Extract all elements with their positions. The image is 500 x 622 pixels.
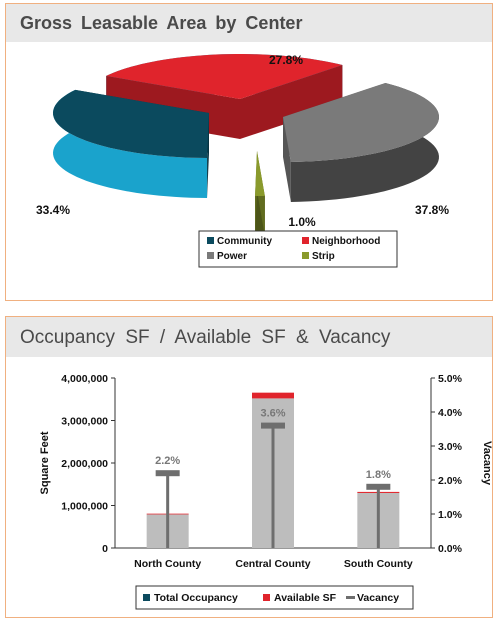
pie-slice-top: [53, 89, 210, 158]
y-tick-label: 3,000,000: [61, 416, 108, 428]
bar-available-sf: [252, 392, 294, 399]
gla-pie-chart: 33.4% 27.8% 37.8% 1.0% Community Neighborhood…: [36, 53, 449, 268]
pie-label-power: 37.8%: [415, 203, 449, 217]
vacancy-data-label: 3.6%: [260, 408, 285, 420]
vacancy-data-label: 2.2%: [155, 455, 180, 467]
pie-slice-top: [106, 54, 343, 99]
y-tick-label: 1,000,000: [61, 501, 108, 513]
pie-legend-swatch-strip: [302, 252, 309, 259]
pie-legend-swatch-neighborhood: [302, 237, 309, 244]
occupancy-chart-title: Occupancy SF / Available SF & Vacancy: [6, 317, 492, 357]
pie-legend-swatch-power: [207, 252, 214, 259]
x-tick-label: South County: [344, 558, 413, 570]
bar-legend-label: Total Occupancy: [154, 592, 238, 604]
x-tick-label: Central County: [235, 558, 310, 570]
y-tick-label: 2,000,000: [61, 458, 108, 470]
y2-tick-label: 1.0%: [438, 509, 463, 521]
y-tick-label: 4,000,000: [61, 373, 108, 385]
bar-legend-label: Vacancy: [357, 592, 399, 604]
bar-legend-swatch: [143, 594, 150, 601]
vacancy-marker: [155, 470, 180, 477]
y2-tick-label: 0.0%: [438, 543, 463, 555]
bar-legend-swatch: [263, 594, 270, 601]
y-axis-title: Square Feet: [39, 431, 51, 494]
pie-slice-strip: [255, 151, 265, 236]
pie-slice-side: [53, 89, 208, 198]
bar-legend-swatch: [346, 596, 355, 599]
vacancy-data-label: 1.8%: [366, 469, 391, 481]
occupancy-bar-chart: 0 1,000,000 2,000,000 3,000,000 4,000,000 0.0…: [39, 373, 492, 610]
pie-legend-label-neighborhood: Neighborhood: [312, 236, 380, 247]
y2-axis-title: Vacancy: [481, 441, 492, 486]
x-tick-label: North County: [134, 558, 201, 570]
vacancy-marker: [366, 483, 391, 490]
y2-tick-label: 3.0%: [438, 441, 463, 453]
pie-slice-top: [255, 151, 265, 196]
gla-chart-title: Gross Leasable Area by Center: [6, 4, 492, 42]
y2-tick-label: 4.0%: [438, 407, 463, 419]
pie-legend-swatch-community: [207, 237, 214, 244]
y2-tick-label: 2.0%: [438, 475, 463, 487]
bar-legend: Total Occupancy Available SF Vacancy: [135, 585, 414, 610]
pie-slice-cut: [283, 117, 291, 202]
pie-label-community: 33.4%: [36, 203, 70, 217]
vacancy-marker: [261, 422, 285, 429]
pie-legend-label-community: Community: [217, 236, 272, 247]
gla-chart-panel: Gross Leasable Area by Center 33.4% 27.8%…: [5, 3, 493, 301]
pie-slice-power: [283, 83, 439, 202]
pie-label-neighborhood: 27.8%: [269, 53, 303, 67]
pie-slice-top: [283, 83, 439, 162]
y2-tick-label: 5.0%: [438, 373, 463, 385]
occupancy-chart-panel: Occupancy SF / Available SF & Vacancy 0 1…: [5, 316, 493, 618]
pie-legend: Community Neighborhood Power Strip: [198, 230, 398, 268]
pie-slice-cut: [240, 65, 343, 139]
pie-legend-label-strip: Strip: [312, 251, 335, 262]
bar-legend-label: Available SF: [274, 592, 337, 604]
pie-legend-label-power: Power: [217, 251, 247, 262]
pie-legend-box: [198, 230, 398, 268]
y-tick-label: 0: [102, 543, 108, 555]
pie-label-strip: 1.0%: [288, 215, 316, 229]
pie-slice-community: [53, 89, 210, 198]
bar-legend-box: [135, 585, 414, 610]
